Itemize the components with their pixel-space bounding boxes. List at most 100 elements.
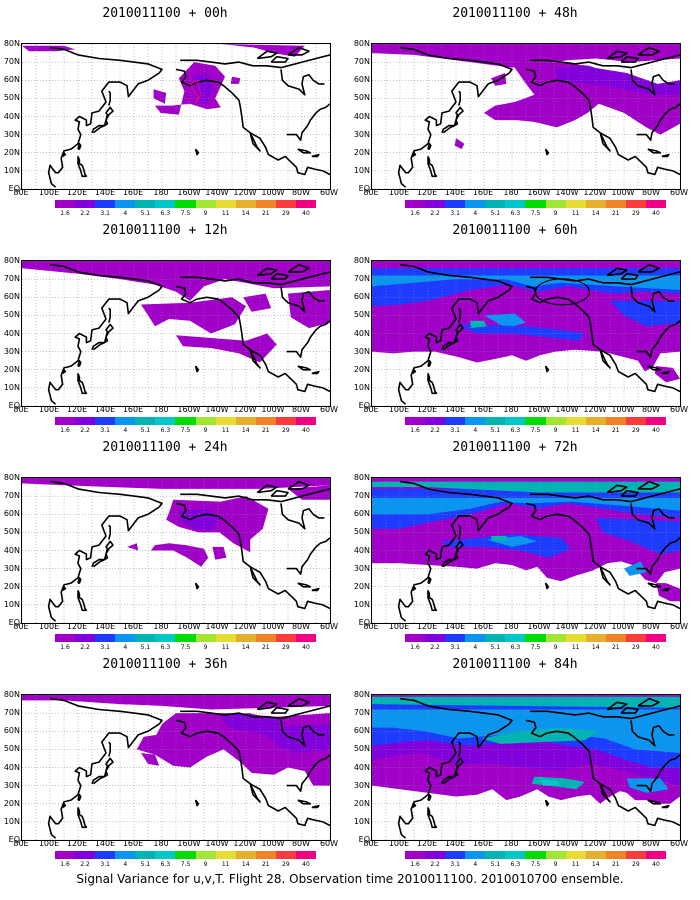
colorbar-level-label: 4 [473,644,478,651]
colorbar-level-label: 29 [282,644,290,651]
colorbar-level-label: 14 [241,861,250,868]
colorbar-swatch [75,634,96,642]
lon-tick-label: 180 [503,188,519,197]
colorbar-level-label: 1.6 [410,644,420,651]
colorbar-level-label: 29 [632,861,640,868]
colorbar-level-label: 5.1 [490,210,501,217]
flight-region-outline [534,278,590,306]
lat-tick-label: 30N [353,563,370,573]
colorbar-swatch [135,634,156,642]
lon-tick-label: 100E [388,622,410,631]
lat-tick-label: 20N [353,581,370,591]
lon-tick-label: 160W [177,839,201,848]
coastline [280,286,325,313]
coastline [61,586,67,592]
lat-tick-label: 40N [3,328,20,338]
coastline [647,799,662,805]
coastline [108,524,111,540]
colorbar-swatch [195,417,216,425]
coastline [525,719,680,827]
coastline [637,46,660,56]
lon-tick-label: 100E [388,188,410,197]
colorbar-level-label: 3.1 [100,644,110,651]
coastline [636,103,680,141]
coastline [286,537,330,575]
lon-tick-label: 60W [319,622,339,631]
colorbar-level-label: 14 [591,427,600,434]
coastline [175,285,330,393]
map-plot [22,44,330,189]
variance-field [610,300,680,327]
lat-tick-label: 70N [3,274,20,284]
colorbar-swatch [275,851,296,859]
colorbar-swatch [465,851,486,859]
coastline [194,365,200,373]
lat-tick-label: 40N [353,762,370,772]
coastline [311,370,320,375]
lat-tick-label: 20N [3,798,20,808]
coastline [411,803,417,809]
coastline [647,365,662,371]
coastline [286,754,330,792]
map-plot [372,478,680,623]
colorbar-swatch [585,851,606,859]
colorbar-swatch [485,417,506,425]
lon-tick-label: 100W [261,405,285,414]
variance-field [470,320,487,329]
map-plot [372,695,680,840]
coastline [77,373,88,395]
coastline [544,582,550,590]
lon-tick-label: 160E [122,839,144,848]
colorbar-level-label: 5.1 [490,861,501,868]
coastline [620,272,639,280]
map-panel: 2010011100 + 48h 80N 70N 60N 50N 40N 30N 20N 10N… [350,5,688,217]
coastline [630,503,675,530]
colorbar-level-label: 6.3 [510,644,521,651]
lon-tick-label: 160E [122,622,144,631]
colorbar-level-label: 21 [261,644,270,651]
colorbar-swatch [465,200,486,208]
colorbar-swatch [275,634,296,642]
colorbar-swatch [55,417,76,425]
lat-tick-label: 10N [3,599,20,609]
colorbar-swatch [465,634,486,642]
colorbar-level-label: 21 [611,644,620,651]
coastline [286,320,330,358]
coastline [91,323,114,351]
lon-tick-label: 140W [205,622,229,631]
lat-tick-label: 10N [353,599,370,609]
colorbar-level-label: 7.5 [530,210,541,217]
lon-tick-label: 120W [233,839,257,848]
lon-tick-label: 140E [444,622,466,631]
coastline [525,285,680,393]
coastline [256,484,278,494]
colorbar-level-label: 7.5 [180,427,191,434]
colorbar-swatch [75,417,96,425]
colorbar-level-label: 40 [302,644,310,651]
lon-tick-label: 120E [416,405,438,414]
coastline [91,540,114,568]
lon-tick-label: 120W [583,188,607,197]
coastline [458,307,461,323]
colorbar-swatch [175,200,196,208]
coastline [91,757,114,785]
lon-tick-label: 140W [205,405,229,414]
colorbar-level-label: 2.2 [430,427,440,434]
coastline [606,267,628,277]
coastline [287,697,310,707]
lat-tick-label: 10N [353,816,370,826]
lat-tick-label: 20N [353,147,370,157]
colorbar-level-label: 4 [123,427,128,434]
map-panel: 2010011100 + 72h 80N 70N 60N 50N 40N 30N 20N 10N… [350,439,688,651]
lon-tick-label: 140W [555,405,579,414]
coastline [287,46,310,56]
colorbar-level-label: 29 [282,210,290,217]
map-area [371,260,681,407]
colorbar-swatch [425,634,446,642]
colorbar-swatch [155,634,176,642]
coastline [47,697,163,839]
lon-tick-label: 160E [122,405,144,414]
coastline [249,132,261,152]
colorbar [405,200,667,208]
map-panel: 2010011100 + 00h 80N 70N 60N 50N 40N 30N 20N 10N… [0,5,338,217]
